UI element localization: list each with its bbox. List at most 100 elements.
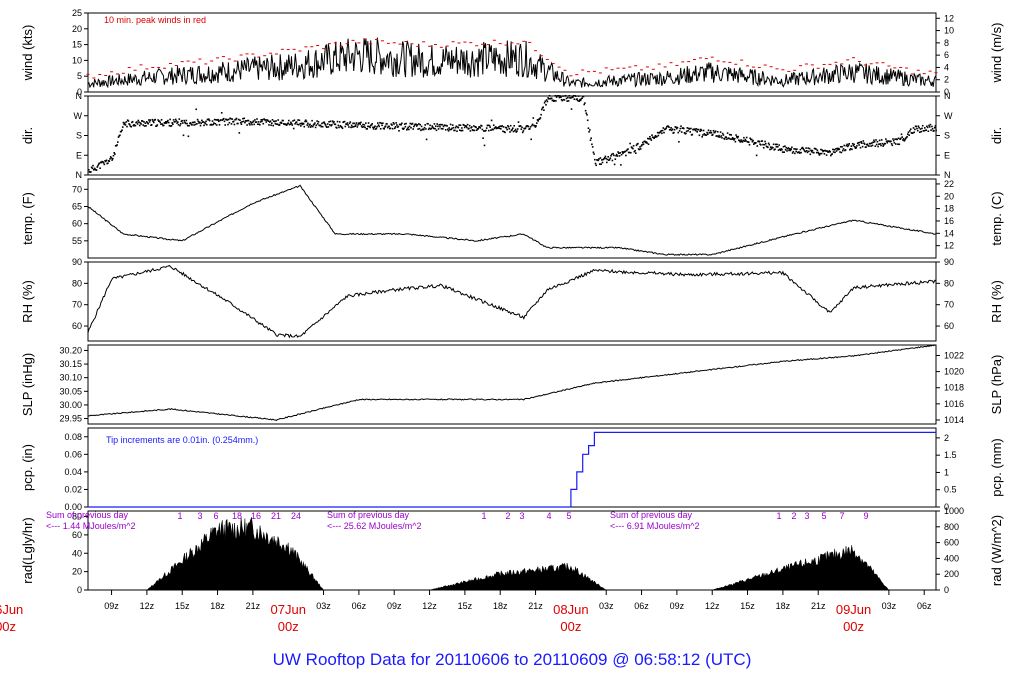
dir-point xyxy=(417,128,419,130)
dir-point xyxy=(389,127,392,130)
dir-point xyxy=(147,122,149,125)
dir-point xyxy=(826,150,829,152)
wind-right-tick-label: 2 xyxy=(944,75,949,85)
dir-point xyxy=(117,141,119,143)
dir-point xyxy=(331,124,333,126)
dir-point xyxy=(710,132,713,134)
dir-point xyxy=(515,131,518,133)
dir-point xyxy=(388,125,390,128)
dir-point xyxy=(257,121,260,123)
dir-point xyxy=(455,125,458,128)
dir-point xyxy=(815,151,818,154)
dir-point xyxy=(159,121,161,124)
dir-point xyxy=(120,130,123,133)
dir-point xyxy=(179,124,181,127)
dir-point xyxy=(621,151,624,153)
dir-point xyxy=(894,138,896,140)
dir-point xyxy=(214,123,217,125)
dir-point xyxy=(511,128,513,131)
dir-point xyxy=(697,128,699,131)
dir-point xyxy=(912,127,915,129)
dir-point xyxy=(271,122,273,124)
dir-point xyxy=(808,150,810,153)
dir-point xyxy=(302,123,305,125)
rad-right-tick-label: 1000 xyxy=(944,506,964,516)
dir-point xyxy=(730,134,732,136)
dir-point xyxy=(726,132,729,134)
dir-point xyxy=(810,150,813,153)
dir-point xyxy=(200,122,202,125)
dir-point xyxy=(114,153,116,155)
dir-point xyxy=(449,128,451,131)
wind-right-axis-title: wind (m/s) xyxy=(989,23,1004,84)
dir-point xyxy=(505,127,508,129)
dir-point xyxy=(158,120,161,122)
dir-point xyxy=(779,149,782,152)
dir-point xyxy=(381,124,383,127)
dir-point xyxy=(647,143,650,145)
dir-point xyxy=(404,125,407,128)
dir-point xyxy=(338,126,340,129)
dir-point xyxy=(709,130,712,132)
dir-point xyxy=(783,151,785,153)
dir-point xyxy=(558,96,561,99)
dir-point xyxy=(193,124,195,126)
dir-point xyxy=(903,140,906,142)
dir-point xyxy=(884,142,886,145)
dir-point xyxy=(760,144,762,146)
dir-point xyxy=(635,152,637,154)
dir-point xyxy=(827,151,830,153)
dir-point xyxy=(273,120,276,123)
dir-point xyxy=(622,152,624,155)
dir-point xyxy=(699,130,701,132)
dir-point xyxy=(235,117,238,120)
dir-point xyxy=(88,169,90,171)
dir-point xyxy=(230,117,232,120)
dir-point xyxy=(488,124,491,127)
dir-point xyxy=(479,127,482,129)
dir-point xyxy=(886,142,889,144)
dir-point xyxy=(872,141,874,144)
dir-point xyxy=(434,127,436,130)
dir-point xyxy=(831,153,833,155)
dir-point xyxy=(205,120,207,123)
dir-point xyxy=(893,142,896,144)
dir-point xyxy=(410,126,412,129)
dir-point xyxy=(918,126,920,129)
dir-point xyxy=(656,135,658,138)
dir-point xyxy=(466,126,468,129)
dir-point xyxy=(725,136,727,138)
dir-point xyxy=(603,157,606,159)
dir-point xyxy=(909,128,912,130)
dir-point xyxy=(842,148,845,150)
dir-point xyxy=(897,137,900,140)
x-axis-date-label: 07Jun xyxy=(271,602,306,617)
dir-point xyxy=(102,161,105,164)
dir-point xyxy=(325,125,327,128)
dir-point xyxy=(897,143,899,145)
pcp-left-axis-title: pcp. (in) xyxy=(20,444,35,491)
dir-point xyxy=(112,154,115,157)
dir-point xyxy=(334,123,337,126)
dir-point xyxy=(103,163,106,166)
dir-point xyxy=(548,95,551,97)
dir-point xyxy=(184,122,187,125)
dir-point xyxy=(442,128,444,130)
temp-right-tick-label: 14 xyxy=(944,228,954,238)
dir-point xyxy=(375,127,378,130)
wind-right-tick-label: 10 xyxy=(944,26,954,36)
dir-point xyxy=(353,125,355,128)
dir-point xyxy=(211,124,213,126)
dir-point xyxy=(862,140,865,142)
dir-point xyxy=(650,139,653,141)
temp-left-tick-label: 55 xyxy=(72,236,82,246)
dir-point xyxy=(516,130,518,132)
dir-point xyxy=(125,121,128,123)
dir-point xyxy=(878,143,880,145)
dir-point xyxy=(916,129,919,132)
dir-point xyxy=(614,158,617,160)
dir-point xyxy=(99,167,101,169)
dir-point xyxy=(841,146,843,148)
wind-left-tick-label: 10 xyxy=(72,55,82,65)
rad-hour-mark: 9 xyxy=(863,511,868,521)
